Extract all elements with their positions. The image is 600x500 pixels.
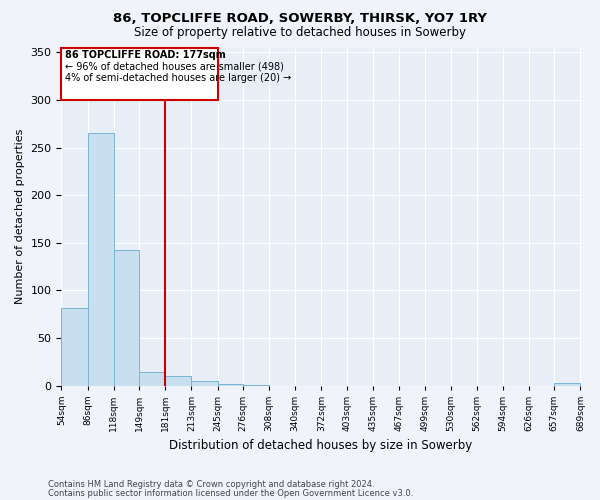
Text: Contains HM Land Registry data © Crown copyright and database right 2024.: Contains HM Land Registry data © Crown c…: [48, 480, 374, 489]
Bar: [218, 384, 243, 386]
Bar: [554, 383, 580, 386]
Text: ← 96% of detached houses are smaller (498): ← 96% of detached houses are smaller (49…: [65, 62, 284, 72]
Text: 86 TOPCLIFFE ROAD: 177sqm: 86 TOPCLIFFE ROAD: 177sqm: [65, 50, 226, 60]
Bar: [88, 134, 114, 386]
Text: Size of property relative to detached houses in Sowerby: Size of property relative to detached ho…: [134, 26, 466, 39]
Text: 86, TOPCLIFFE ROAD, SOWERBY, THIRSK, YO7 1RY: 86, TOPCLIFFE ROAD, SOWERBY, THIRSK, YO7…: [113, 12, 487, 26]
Bar: [114, 250, 139, 386]
FancyBboxPatch shape: [61, 48, 218, 100]
Text: Contains public sector information licensed under the Open Government Licence v3: Contains public sector information licen…: [48, 488, 413, 498]
Bar: [191, 381, 218, 386]
Y-axis label: Number of detached properties: Number of detached properties: [15, 129, 25, 304]
Bar: [139, 372, 165, 386]
Bar: [243, 385, 269, 386]
X-axis label: Distribution of detached houses by size in Sowerby: Distribution of detached houses by size …: [169, 440, 473, 452]
Bar: [61, 308, 88, 386]
Text: 4% of semi-detached houses are larger (20) →: 4% of semi-detached houses are larger (2…: [65, 73, 291, 83]
Bar: [165, 376, 191, 386]
